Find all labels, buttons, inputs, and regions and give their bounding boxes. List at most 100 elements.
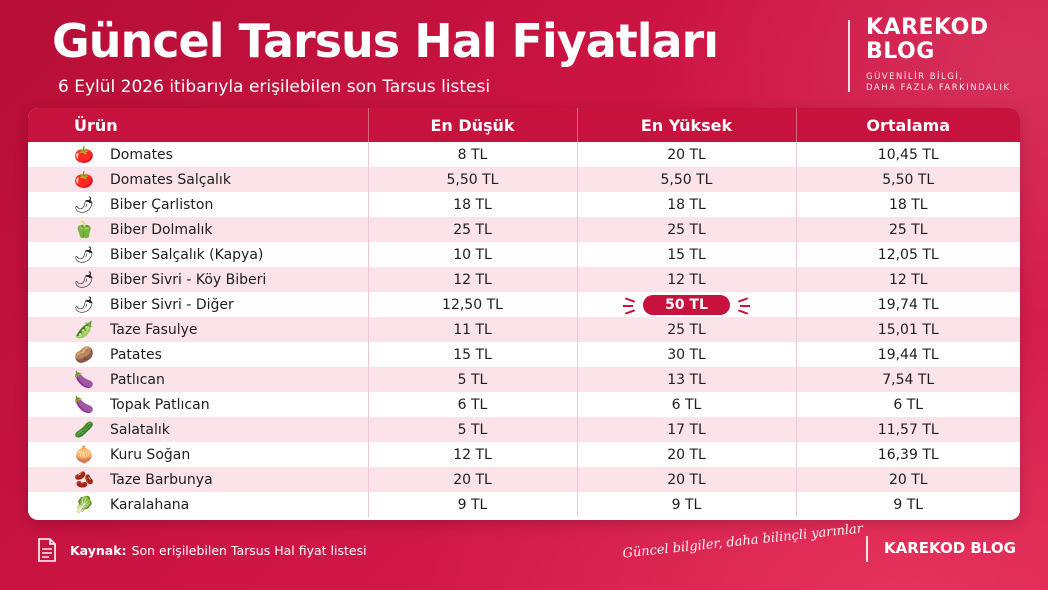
cell-max-price: 9 TL <box>577 492 797 517</box>
bell-pepper-icon: 🫑 <box>74 219 94 239</box>
cell-avg-price: 18 TL <box>796 192 1020 217</box>
cell-min-price: 20 TL <box>368 467 578 492</box>
cell-min-price: 5,50 TL <box>368 167 578 192</box>
cell-min-price: 10 TL <box>368 242 578 267</box>
cell-avg-price: 7,54 TL <box>796 367 1020 392</box>
round-eggplant-icon: 🍆 <box>74 394 94 414</box>
table-row: 🍅 Domates Salçalık 5,50 TL 5,50 TL 5,50 TL <box>28 167 1020 192</box>
table-row: 🍆 Patlıcan 5 TL 13 TL 7,54 TL <box>28 367 1020 392</box>
cell-max-price: 30 TL <box>577 342 797 367</box>
cell-avg-price: 16,39 TL <box>796 442 1020 467</box>
cell-avg-price: 12,05 TL <box>796 242 1020 267</box>
cell-min-price: 18 TL <box>368 192 578 217</box>
cell-max-price: 20 TL <box>577 142 797 167</box>
cell-product: 🌶 Biber Sivri - Köy Biberi <box>28 267 369 292</box>
product-name: Karalahana <box>110 496 190 513</box>
spark-line <box>625 296 636 303</box>
brand-name-line2: BLOG <box>866 39 935 64</box>
cell-product: 🥒 Salatalık <box>28 417 369 442</box>
cell-product: 🍅 Domates <box>28 142 369 167</box>
product-name: Domates <box>110 146 173 163</box>
spark-line <box>623 304 634 307</box>
product-name: Biber Salçalık (Kapya) <box>110 246 264 263</box>
product-name: Taze Barbunya <box>110 471 213 488</box>
document-icon <box>38 538 56 562</box>
price-table: Ürün En Düşük En Yüksek Ortalama 🍅 Domate… <box>28 108 1020 517</box>
table-row: 🌶 Biber Salçalık (Kapya) 10 TL 15 TL 12,05 T… <box>28 242 1020 267</box>
cell-avg-price: 20 TL <box>796 467 1020 492</box>
cell-avg-price: 6 TL <box>796 392 1020 417</box>
eggplant-icon: 🍆 <box>74 369 94 389</box>
table-row: 🌶 Biber Çarliston 18 TL 18 TL 18 TL <box>28 192 1020 217</box>
spark-line <box>739 304 750 307</box>
product-name: Biber Dolmalık <box>110 221 213 238</box>
green-pepper-icon: 🌶 <box>74 269 95 289</box>
brand-tagline-line2: DAHA FAZLA FARKINDALIK <box>866 83 1011 93</box>
red-pepper-icon: 🌶 <box>74 244 95 264</box>
table-row: 🫘 Taze Barbunya 20 TL 20 TL 20 TL <box>28 467 1020 492</box>
cell-product: 🌶 Biber Çarliston <box>28 192 369 217</box>
cabbage-icon: 🥬 <box>74 494 94 514</box>
brand-divider <box>848 20 850 92</box>
source-text: Son erişilebilen Tarsus Hal fiyat listes… <box>131 542 367 558</box>
cell-avg-price: 5,50 TL <box>796 167 1020 192</box>
spark-line <box>625 308 636 315</box>
cell-avg-price: 15,01 TL <box>796 317 1020 342</box>
column-header-product: Ürün <box>28 108 369 142</box>
cell-max-price: 5,50 TL <box>577 167 797 192</box>
cell-max-price: 25 TL <box>577 217 797 242</box>
product-name: Taze Fasulye <box>110 321 198 338</box>
cell-min-price: 12 TL <box>368 442 578 467</box>
footer-divider <box>866 536 868 562</box>
cell-product: 🫑 Biber Dolmalık <box>28 217 369 242</box>
cell-avg-price: 11,57 TL <box>796 417 1020 442</box>
cell-product: 🍆 Topak Patlıcan <box>28 392 369 417</box>
cell-avg-price: 25 TL <box>796 217 1020 242</box>
cell-avg-price: 9 TL <box>796 492 1020 517</box>
cell-min-price: 5 TL <box>368 367 578 392</box>
cell-product: 🧅 Kuru Soğan <box>28 442 369 467</box>
cell-max-price: 20 TL <box>577 467 797 492</box>
column-header-avg: Ortalama <box>796 108 1020 142</box>
cell-max-price: 6 TL <box>577 392 797 417</box>
table-header-row: Ürün En Düşük En Yüksek Ortalama <box>28 108 1020 142</box>
cell-max-price: 25 TL <box>577 317 797 342</box>
cell-product: 🍅 Domates Salçalık <box>28 167 369 192</box>
product-name: Patlıcan <box>110 371 165 388</box>
table-row: 🧅 Kuru Soğan 12 TL 20 TL 16,39 TL <box>28 442 1020 467</box>
cell-min-price: 9 TL <box>368 492 578 517</box>
product-name: Biber Çarliston <box>110 196 214 213</box>
cell-product: 🌶 Biber Salçalık (Kapya) <box>28 242 369 267</box>
green-pepper-icon: 🌶 <box>74 194 95 214</box>
brand-name-line1: KAREKOD <box>866 15 989 40</box>
borlotti-beans-icon: 🫘 <box>74 469 94 489</box>
brand-tagline: GÜVENİLİR BİLGİ, DAHA FAZLA FARKINDALIK <box>866 72 1011 94</box>
cell-max-price: 12 TL <box>577 267 797 292</box>
tomato-icon: 🍅 <box>74 169 94 189</box>
brand-logo: KAREKOD BLOG <box>866 16 989 64</box>
highlight-value: 50 TL <box>665 296 708 313</box>
cell-max-price: 13 TL <box>577 367 797 392</box>
brand-tagline-line1: GÜVENİLİR BİLGİ, <box>866 72 964 82</box>
table-row: 🍆 Topak Patlıcan 6 TL 6 TL 6 TL <box>28 392 1020 417</box>
table-row: 🥔 Patates 15 TL 30 TL 19,44 TL <box>28 342 1020 367</box>
table-row: 🫑 Biber Dolmalık 25 TL 25 TL 25 TL <box>28 217 1020 242</box>
cell-avg-price: 10,45 TL <box>796 142 1020 167</box>
product-name: Biber Sivri - Diğer <box>110 296 234 313</box>
potato-icon: 🥔 <box>74 344 94 364</box>
cell-min-price: 15 TL <box>368 342 578 367</box>
green-beans-icon: 🫛 <box>74 319 94 339</box>
source-label: Kaynak: <box>70 542 127 558</box>
cell-product: 🥬 Karalahana <box>28 492 369 517</box>
cell-product: 🥔 Patates <box>28 342 369 367</box>
cell-min-price: 12,50 TL <box>368 292 578 317</box>
column-header-min: En Düşük <box>368 108 578 142</box>
cell-max-price: 20 TL <box>577 442 797 467</box>
highlight-badge: 50 TL <box>623 294 750 315</box>
cell-min-price: 11 TL <box>368 317 578 342</box>
cell-product: 🫛 Taze Fasulye <box>28 317 369 342</box>
cell-product: 🫘 Taze Barbunya <box>28 467 369 492</box>
cell-avg-price: 19,74 TL <box>796 292 1020 317</box>
product-name: Salatalık <box>110 421 170 438</box>
onion-icon: 🧅 <box>74 444 94 464</box>
